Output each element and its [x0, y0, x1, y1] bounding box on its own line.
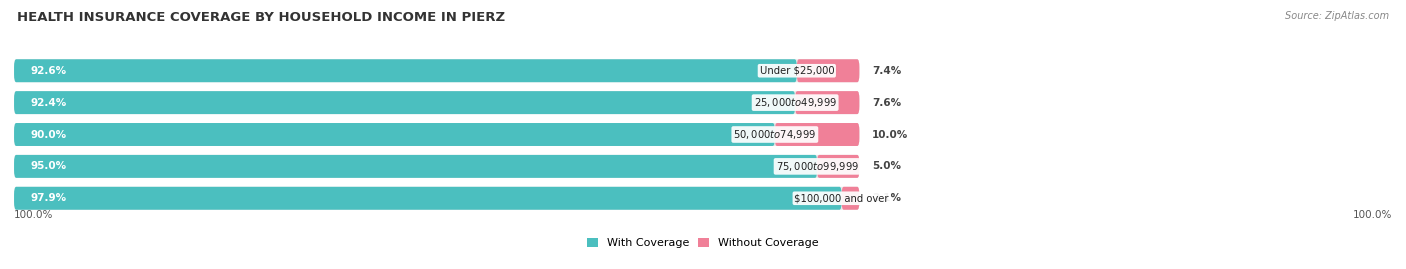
Text: 97.9%: 97.9% — [31, 193, 67, 203]
FancyBboxPatch shape — [775, 123, 859, 146]
Text: 5.0%: 5.0% — [872, 161, 901, 171]
FancyBboxPatch shape — [14, 59, 859, 82]
Text: 2.1%: 2.1% — [872, 193, 901, 203]
FancyBboxPatch shape — [14, 155, 859, 178]
Text: 7.4%: 7.4% — [872, 66, 901, 76]
FancyBboxPatch shape — [14, 91, 859, 114]
Text: 92.4%: 92.4% — [31, 98, 67, 108]
FancyBboxPatch shape — [14, 91, 796, 114]
FancyBboxPatch shape — [797, 59, 859, 82]
Legend: With Coverage, Without Coverage: With Coverage, Without Coverage — [582, 234, 824, 253]
Text: 10.0%: 10.0% — [872, 129, 908, 140]
FancyBboxPatch shape — [14, 155, 817, 178]
Text: 90.0%: 90.0% — [31, 129, 67, 140]
Text: $50,000 to $74,999: $50,000 to $74,999 — [734, 128, 817, 141]
Text: Source: ZipAtlas.com: Source: ZipAtlas.com — [1285, 11, 1389, 21]
FancyBboxPatch shape — [14, 187, 842, 210]
Text: 100.0%: 100.0% — [1353, 210, 1392, 220]
FancyBboxPatch shape — [817, 155, 859, 178]
Text: Under $25,000: Under $25,000 — [759, 66, 834, 76]
Text: 7.6%: 7.6% — [872, 98, 901, 108]
Text: $100,000 and over: $100,000 and over — [794, 193, 889, 203]
FancyBboxPatch shape — [796, 91, 859, 114]
FancyBboxPatch shape — [14, 123, 859, 146]
Text: 92.6%: 92.6% — [31, 66, 67, 76]
FancyBboxPatch shape — [14, 123, 775, 146]
Text: $75,000 to $99,999: $75,000 to $99,999 — [776, 160, 859, 173]
FancyBboxPatch shape — [14, 187, 859, 210]
Text: 95.0%: 95.0% — [31, 161, 67, 171]
Text: $25,000 to $49,999: $25,000 to $49,999 — [754, 96, 837, 109]
Text: HEALTH INSURANCE COVERAGE BY HOUSEHOLD INCOME IN PIERZ: HEALTH INSURANCE COVERAGE BY HOUSEHOLD I… — [17, 11, 505, 24]
FancyBboxPatch shape — [842, 187, 859, 210]
Text: 100.0%: 100.0% — [14, 210, 53, 220]
FancyBboxPatch shape — [14, 59, 797, 82]
